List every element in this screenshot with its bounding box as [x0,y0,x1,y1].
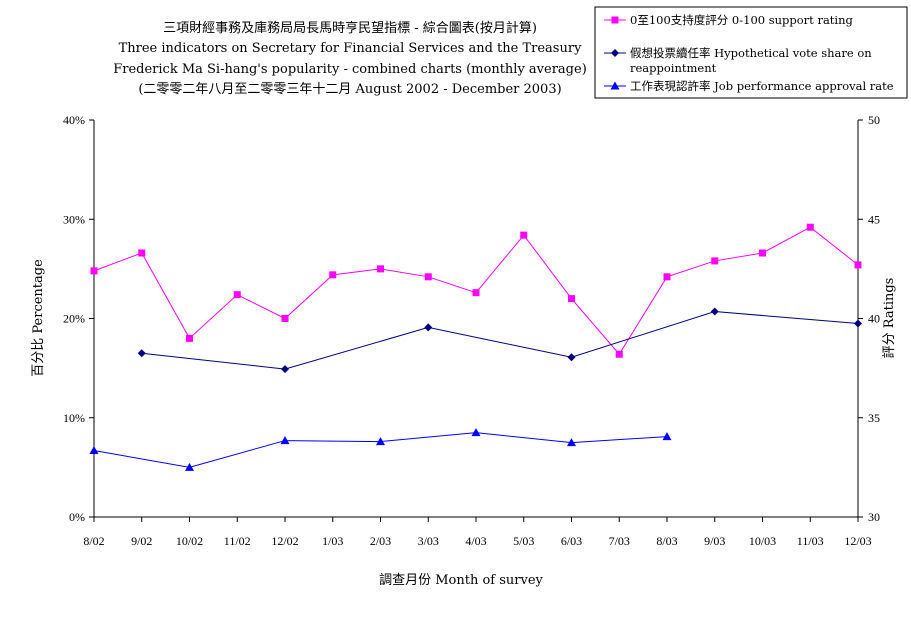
x-tick-label: 4/03 [465,534,486,548]
legend-label-support-rating: 0至100支持度評分 0-100 support rating [630,13,854,27]
data-point-triangle [89,446,99,455]
legend-box [594,6,908,99]
data-point-diamond [281,365,289,374]
x-tick-label: 9/02 [131,534,152,548]
left-tick-label: 40% [63,113,85,127]
data-point-square [90,267,98,275]
right-tick-label: 50 [868,113,880,127]
data-point-triangle [376,437,385,446]
legend-marker-approval-rate [610,81,620,90]
left-axis-title: 百分比 Percentage [31,259,46,377]
data-point-triangle [471,428,481,437]
x-tick-label: 1/03 [322,534,343,548]
data-point-square [281,315,289,322]
legend-marker-support-rating [611,16,619,24]
chart-title: 三項財經事務及庫務局局長馬時亨民望指標 - 綜合圖表(按月計算) Three i… [113,20,587,97]
data-point-square [424,273,432,281]
data-point-square [759,249,766,257]
title-line-2: Three indicators on Secretary for Financ… [119,41,582,56]
data-point-square [615,350,623,358]
x-tick-label: 8/02 [83,534,104,548]
x-tick-label: 11/03 [797,534,824,548]
x-tick-label: 3/03 [418,534,439,548]
series-0 [90,223,862,358]
legend-marker-vote-share [611,49,619,57]
legend-item-vote-share: 假想投票續任率 Hypothetical vote share on reapp… [604,46,875,75]
data-point-diamond [710,307,719,316]
left-tick-label: 0% [69,510,85,524]
x-tick-label: 8/03 [656,534,677,548]
legend-label-vote-share: 假想投票續任率 Hypothetical vote share on reapp… [630,46,875,75]
right-tick-label: 45 [868,212,880,226]
data-point-square [472,289,480,297]
right-axis-title: 評分 Ratings [882,278,897,359]
data-point-square [233,291,241,299]
title-line-1: 三項財經事務及庫務局局長馬時亨民望指標 - 綜合圖表(按月計算) [163,20,537,36]
x-axis-ticks: 8/02 9/02 10/02 11/02 12/02 1/03 2/03 3/03 4/03 5… [83,517,872,548]
x-tick-label: 10/02 [176,534,203,548]
left-axis-ticks: 0% 10% 20% 30% 40% [63,113,94,524]
legend-label-approval-rate: 工作表現認許率 Job performance approval rate [630,79,894,93]
data-point-triangle [662,432,672,441]
data-point-square [711,257,719,265]
x-tick-label: 2/03 [370,534,391,548]
data-point-triangle [567,438,576,447]
x-tick-label: 12/02 [271,534,298,548]
axes: 0% 10% 20% 30% 40% 30 35 40 45 50 8/02 9/02 10/02 1… [63,113,880,548]
data-point-square [138,249,146,257]
series-line-1 [141,311,859,370]
series-2 [89,428,672,471]
data-point-square [568,295,575,303]
data-point-square [806,223,814,231]
data-point-square [854,261,862,269]
data-point-triangle [280,436,290,445]
legend-item-support-rating: 0至100支持度評分 0-100 support rating [604,13,854,27]
data-point-square [329,271,337,279]
data-point-square [663,273,671,281]
legend: 0至100支持度評分 0-100 support rating 假想投票續任率 … [594,6,908,99]
data-point-square [377,265,384,273]
data-point-square [186,334,193,342]
legend-label-vote-share-line1: 假想投票續任率 Hypothetical vote share on [630,46,872,60]
right-tick-label: 30 [868,510,880,524]
x-tick-label: 5/03 [513,534,534,548]
x-tick-label: 7/03 [609,534,630,548]
data-point-triangle [185,462,194,471]
title-line-3: Frederick Ma Si-hang's popularity - comb… [113,62,587,77]
data-point-diamond [854,319,862,328]
x-tick-label: 11/02 [224,534,251,548]
series-layer [89,223,862,471]
left-tick-label: 30% [63,212,85,226]
title-line-4: (二零零二年八月至二零零三年十二月 August 2002 - December… [138,82,561,97]
series-1 [137,307,862,374]
right-tick-label: 35 [868,411,880,425]
x-tick-label: 12/03 [844,534,871,548]
data-point-diamond [567,353,576,362]
x-tick-label: 9/03 [704,534,725,548]
data-point-diamond [424,323,433,332]
x-tick-label: 6/03 [561,534,582,548]
left-tick-label: 20% [63,312,85,326]
data-point-square [520,231,528,239]
data-point-diamond [137,349,146,358]
right-axis-ticks: 30 35 40 45 50 [858,113,880,524]
x-axis-title: 調查月份 Month of survey [379,573,543,588]
x-tick-label: 10/03 [749,534,776,548]
left-tick-label: 10% [63,411,85,425]
legend-item-approval-rate: 工作表現認許率 Job performance approval rate [604,79,894,93]
legend-label-vote-share-line2: reappointment [630,61,717,75]
right-tick-label: 40 [868,312,880,326]
